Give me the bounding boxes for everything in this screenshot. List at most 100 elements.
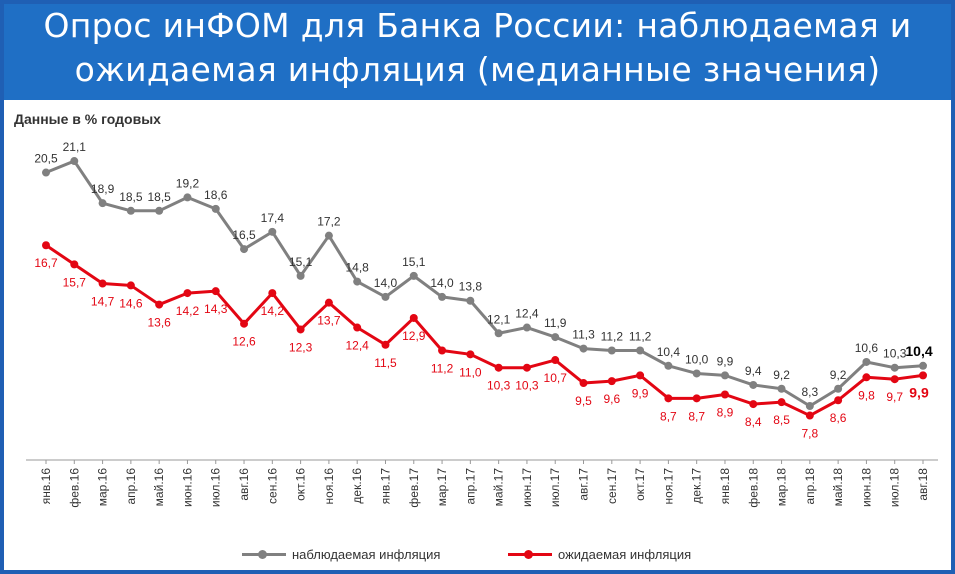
- point-expected: [778, 398, 786, 406]
- point-expected: [353, 324, 361, 332]
- point-observed: [353, 278, 361, 286]
- point-expected: [212, 287, 220, 295]
- data-label-expected: 9,7: [886, 390, 903, 404]
- point-expected: [127, 281, 135, 289]
- data-label-expected: 14,6: [119, 296, 143, 310]
- x-tick-label: июл.18: [888, 468, 902, 507]
- point-expected: [70, 260, 78, 268]
- data-label-expected: 8,9: [717, 406, 734, 420]
- data-label-observed: 9,4: [745, 364, 762, 378]
- point-observed: [212, 205, 220, 213]
- point-expected: [495, 364, 503, 372]
- data-label-observed: 18,5: [119, 190, 143, 204]
- point-observed: [42, 169, 50, 177]
- x-tick-label: дек.16: [350, 468, 364, 504]
- data-label-observed: 11,9: [544, 316, 567, 330]
- point-observed: [381, 293, 389, 301]
- x-tick-label: апр.17: [463, 468, 477, 505]
- point-observed: [240, 245, 248, 253]
- point-expected: [438, 346, 446, 354]
- point-observed: [70, 157, 78, 165]
- x-tick-label: дек.17: [690, 468, 704, 504]
- x-tick-label: июн.18: [859, 468, 873, 507]
- x-tick-label: июл.17: [548, 468, 562, 507]
- point-observed: [919, 362, 927, 370]
- chart-frame: Опрос инФОМ для Банка России: наблюдаема…: [0, 0, 955, 574]
- data-label-observed: 16,5: [232, 228, 256, 242]
- x-tick-label: фев.16: [67, 468, 81, 508]
- point-observed: [523, 324, 531, 332]
- data-label-observed: 8,3: [801, 385, 818, 399]
- data-label-expected: 7,8: [801, 427, 818, 441]
- data-label-observed: 14,8: [346, 261, 370, 275]
- data-label-observed: 9,2: [830, 368, 847, 382]
- point-expected: [99, 280, 107, 288]
- point-observed: [410, 272, 418, 280]
- data-label-expected: 12,3: [289, 340, 313, 354]
- data-label-expected: 8,7: [688, 409, 705, 423]
- point-expected: [580, 379, 588, 387]
- data-label-observed: 10,4: [657, 345, 681, 359]
- point-observed: [580, 345, 588, 353]
- x-tick-label: авг.16: [237, 468, 251, 501]
- point-expected: [862, 373, 870, 381]
- point-expected: [636, 371, 644, 379]
- data-label-observed: 19,2: [176, 176, 200, 190]
- legend-label-expected: ожидаемая инфляция: [558, 547, 691, 562]
- x-tick-label: июн.17: [520, 468, 534, 507]
- x-tick-label: янв.18: [718, 468, 732, 505]
- data-label-expected: 13,7: [317, 314, 341, 328]
- data-label-expected: 13,6: [147, 316, 171, 330]
- point-expected: [155, 301, 163, 309]
- x-tick-label: янв.16: [39, 468, 53, 505]
- point-observed: [862, 358, 870, 366]
- data-label-expected: 8,4: [745, 415, 762, 429]
- data-label-observed: 18,9: [91, 182, 115, 196]
- point-expected: [268, 289, 276, 297]
- data-label-observed: 10,6: [855, 341, 879, 355]
- data-label-expected: 12,9: [402, 329, 426, 343]
- data-label-expected: 8,6: [830, 411, 847, 425]
- data-label-observed: 17,4: [261, 211, 285, 225]
- point-observed: [127, 207, 135, 215]
- data-label-observed: 9,2: [773, 368, 790, 382]
- title-line-2: ожидаемая инфляция (медианные значения): [4, 48, 951, 92]
- point-expected: [297, 325, 305, 333]
- data-label-observed: 14,0: [374, 276, 398, 290]
- data-label-expected: 11,0: [459, 365, 482, 379]
- point-observed: [268, 228, 276, 236]
- point-observed: [693, 369, 701, 377]
- legend-item-observed: наблюдаемая инфляция: [242, 544, 440, 564]
- point-observed: [608, 346, 616, 354]
- data-label-observed: 18,5: [147, 190, 171, 204]
- legend-marker-observed: [258, 550, 267, 559]
- point-observed: [721, 371, 729, 379]
- point-expected: [240, 320, 248, 328]
- data-label-expected: 9,8: [858, 388, 875, 402]
- data-label-expected: 10,3: [515, 379, 539, 393]
- data-label-observed: 15,1: [289, 255, 313, 269]
- title-line-1: Опрос инФОМ для Банка России: наблюдаема…: [4, 4, 951, 48]
- point-expected: [466, 350, 474, 358]
- point-observed: [636, 346, 644, 354]
- x-tick-label: авг.17: [577, 468, 591, 501]
- data-label-expected: 9,9: [632, 386, 649, 400]
- data-label-observed: 10,0: [685, 352, 709, 366]
- legend: наблюдаемая инфляция ожидаемая инфляция: [4, 544, 951, 564]
- point-observed: [664, 362, 672, 370]
- x-tick-label: май.18: [831, 468, 845, 507]
- data-label-observed: 11,3: [572, 328, 595, 342]
- point-expected: [410, 314, 418, 322]
- x-tick-label: окт.16: [294, 468, 308, 501]
- point-expected: [42, 241, 50, 249]
- series-line-observed: [46, 161, 923, 406]
- data-label-expected: 9,9: [909, 384, 929, 400]
- data-label-expected: 16,7: [34, 256, 58, 270]
- point-expected: [749, 400, 757, 408]
- data-label-expected: 15,7: [63, 275, 87, 289]
- point-observed: [778, 385, 786, 393]
- x-tick-label: фев.18: [746, 468, 760, 508]
- x-tick-label: мар.18: [775, 468, 789, 507]
- point-observed: [551, 333, 559, 341]
- data-label-expected: 14,3: [204, 302, 228, 316]
